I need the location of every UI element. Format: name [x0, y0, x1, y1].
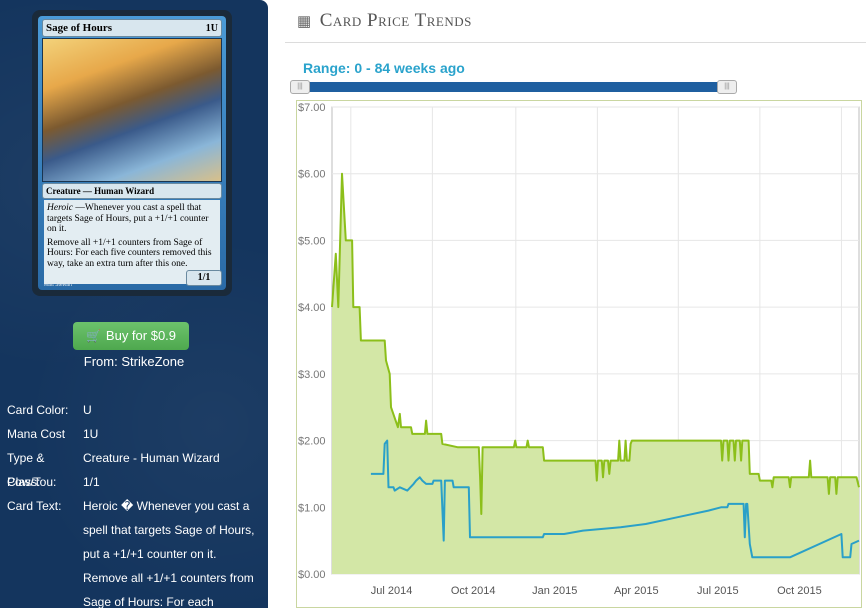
page-title: ▦ Card Price Trends [297, 10, 472, 32]
y-tick-label: $6.00 [298, 169, 326, 181]
card-frame: Sage of Hours 1U Creature — Human Wizard… [38, 16, 226, 290]
card-heroic-label: Heroic [47, 203, 74, 213]
info-row-color: Card Color: U [7, 398, 262, 422]
x-tick-label: Oct 2014 [451, 585, 496, 597]
x-tick-label: Apr 2015 [614, 585, 659, 597]
series-area [332, 173, 859, 574]
buy-button-label: Buy for $0.9 [105, 328, 177, 343]
card-info-list: Card Color: U Mana Cost 1U Type & Class: Cr… [7, 398, 262, 614]
card-heroic-text: —Whenever you cast a spell that targets … [47, 203, 209, 234]
info-value: U [83, 403, 92, 417]
card-artist: Matt Stewart [44, 282, 73, 288]
slider-handle-max[interactable]: ||| [717, 80, 737, 94]
range-slider[interactable]: ||| ||| [290, 80, 737, 94]
card-rules-ability: Remove all +1/+1 counters from Sage of H… [47, 237, 212, 269]
shopping-cart-icon: 🛒 [85, 329, 101, 343]
card-rules-text: Heroic —Whenever you cast a spell that t… [44, 200, 220, 284]
range-label: Range: 0 - 84 weeks ago [303, 60, 465, 76]
card-rules-heroic: Heroic —Whenever you cast a spell that t… [47, 203, 217, 235]
price-chart: $0.00 $1.00 $2.00 $3.00 $4.00 $5.00 $6.00 $7.00… [296, 100, 862, 608]
buy-source: From: StrikeZone [83, 354, 185, 369]
info-label: Card Color: [7, 403, 69, 417]
y-tick-label: $3.00 [298, 369, 326, 381]
title-divider [285, 42, 866, 43]
slider-track[interactable] [290, 82, 737, 92]
x-tick-label: Oct 2015 [777, 585, 822, 597]
y-tick-label: $2.00 [298, 436, 326, 448]
info-value: Heroic � Whenever you cast a spell that … [83, 499, 255, 609]
y-tick-label: $5.00 [298, 235, 326, 247]
page-title-text: Card Price Trends [319, 10, 472, 31]
info-label: Pow/Tou: [7, 475, 57, 489]
card-title-bar: Sage of Hours 1U [42, 19, 222, 37]
buy-button[interactable]: 🛒 Buy for $0.9 [73, 322, 189, 350]
series-line-high [331, 172, 860, 515]
y-tick-label: $4.00 [298, 302, 326, 314]
card-sidebar: Sage of Hours 1U Creature — Human Wizard… [0, 0, 268, 609]
info-label: Mana Cost [7, 427, 66, 441]
info-row-text: Card Text: Heroic � Whenever you cast a s… [7, 494, 262, 614]
info-value: Creature - Human Wizard [83, 451, 220, 465]
info-value: 1U [83, 427, 99, 441]
x-tick-label: Jul 2015 [697, 585, 739, 597]
y-tick-label: $0.00 [298, 569, 326, 581]
info-label: Card Text: [7, 499, 62, 513]
info-row-type: Type & Class: Creature - Human Wizard [7, 446, 262, 489]
card-image: Sage of Hours 1U Creature — Human Wizard… [32, 10, 232, 296]
info-value: 1/1 [83, 475, 100, 489]
slider-handle-min[interactable]: ||| [290, 80, 310, 94]
info-row-mana: Mana Cost 1U [7, 422, 262, 446]
series-line-low [370, 439, 860, 559]
y-tick-label: $1.00 [298, 502, 326, 514]
card-type-line: Creature — Human Wizard [42, 183, 222, 199]
x-tick-label: Jan 2015 [532, 585, 577, 597]
info-row-powtou: Pow/Tou: 1/1 [7, 470, 262, 494]
info-label: Type & Class: [7, 451, 45, 489]
card-name: Sage of Hours [46, 22, 112, 34]
card-art [42, 38, 222, 182]
card-power-toughness: 1/1 [186, 270, 222, 286]
y-tick-label: $7.00 [298, 102, 326, 114]
calendar-icon: ▦ [297, 14, 312, 30]
card-mana-cost: 1U [205, 23, 218, 34]
x-tick-label: Jul 2014 [371, 585, 413, 597]
